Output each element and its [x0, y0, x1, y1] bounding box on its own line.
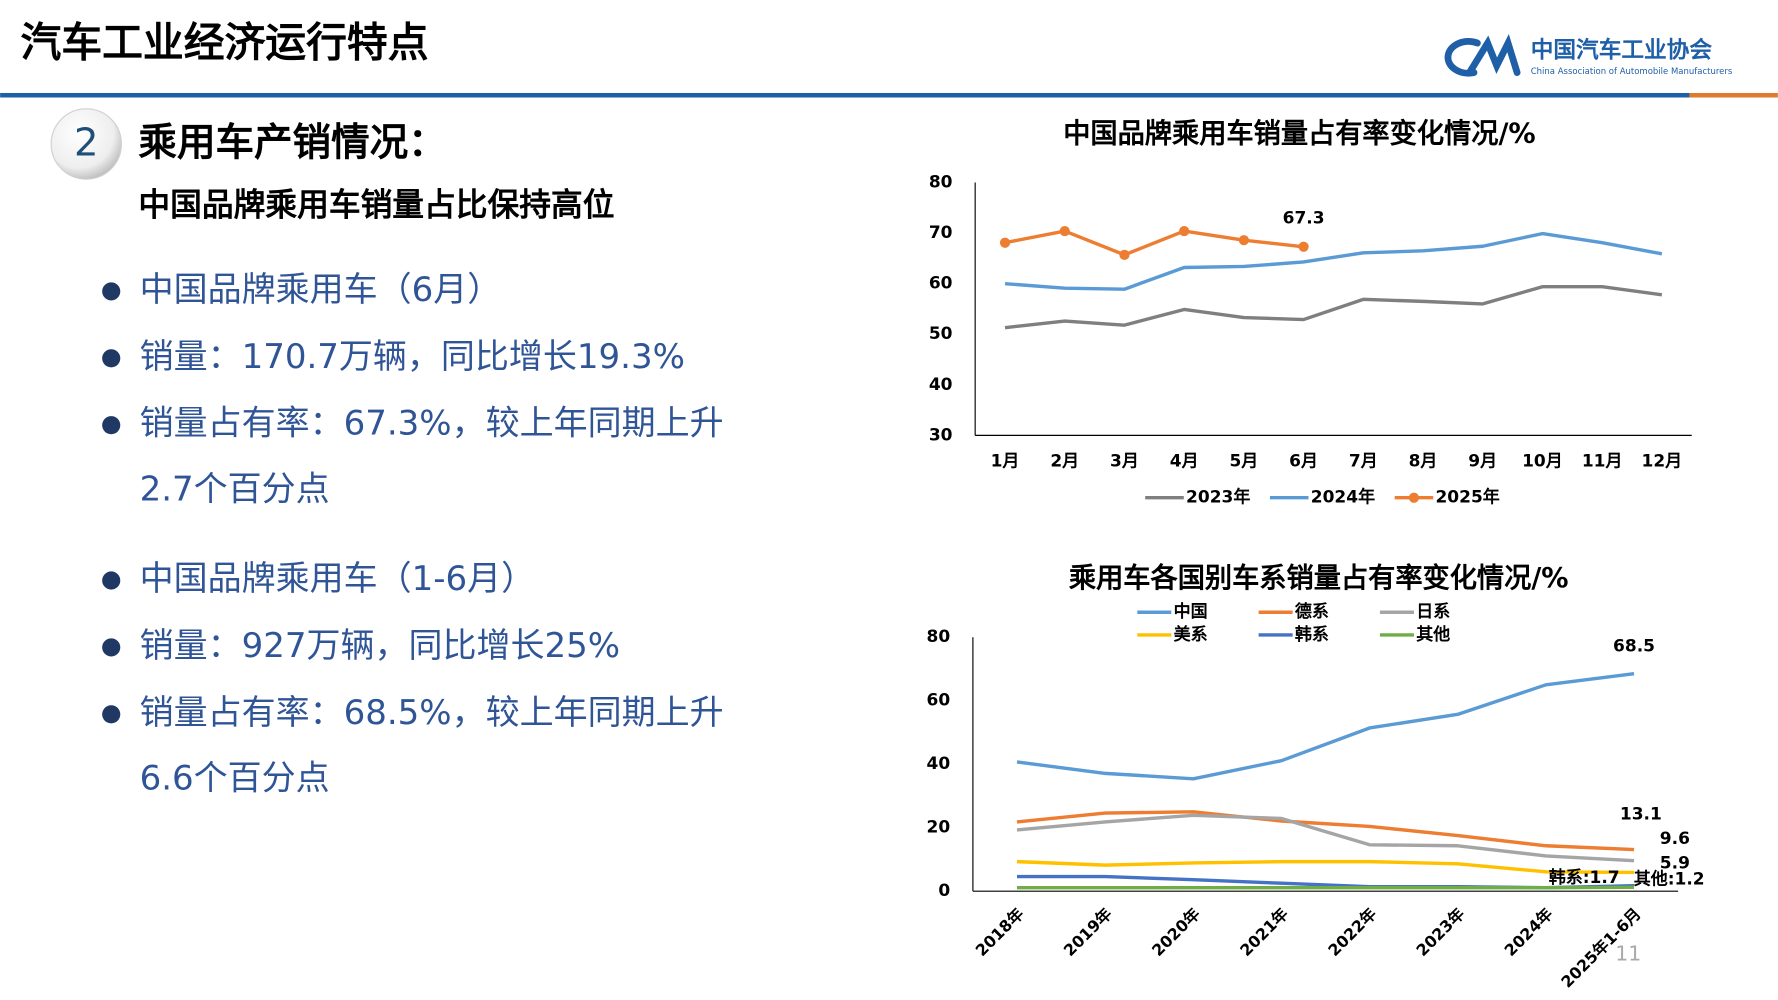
x-tick-label: 2018年 — [972, 904, 1028, 960]
chart-title: 中国品牌乘用车销量占有率变化情况/% — [1063, 117, 1535, 149]
y-tick-label: 30 — [929, 425, 953, 445]
bullet-text: 2.7个百分点 — [140, 469, 330, 509]
series-marker — [1298, 241, 1309, 252]
data-label: 其他:1.2 — [1634, 868, 1705, 889]
x-tick-label: 2020年 — [1148, 904, 1204, 960]
y-tick-label: 40 — [929, 375, 953, 395]
x-tick-label: 2023年 — [1412, 904, 1468, 960]
x-tick-label: 10月 — [1522, 451, 1563, 471]
bullet-dot — [102, 571, 121, 590]
y-tick-label: 70 — [929, 223, 953, 243]
data-label: 9.6 — [1660, 829, 1690, 849]
slide-title: 汽车工业经济运行特点 — [21, 18, 429, 66]
bullet-text: 中国品牌乘用车（6月） — [140, 270, 502, 310]
x-tick-label: 3月 — [1110, 451, 1139, 471]
logo-mark — [1444, 33, 1521, 77]
y-tick-label: 40 — [927, 754, 951, 774]
bullet-text: 销量：927万辆，同比增长25% — [140, 626, 620, 666]
header-rule — [0, 92, 1690, 98]
x-tick-label: 7月 — [1349, 451, 1378, 471]
series-line — [1004, 229, 1304, 257]
legend-label: 2024年 — [1311, 487, 1375, 508]
bullet-dot — [102, 416, 121, 435]
y-tick-label: 80 — [929, 173, 953, 193]
data-label: 68.5 — [1613, 636, 1655, 656]
bullet-text: 销量：170.7万辆，同比增长19.3% — [140, 337, 685, 377]
legend-label: 中国 — [1174, 601, 1208, 622]
x-tick-label: 6月 — [1289, 451, 1318, 471]
x-tick-label: 9月 — [1468, 451, 1497, 471]
legend-label: 2023年 — [1186, 487, 1250, 508]
series-marker — [1179, 225, 1190, 237]
x-tick-label: 4月 — [1170, 451, 1199, 471]
bullet-dot — [102, 349, 121, 368]
org-name: 中国汽车工业协会 — [1531, 37, 1713, 64]
x-tick-label: 12月 — [1642, 451, 1683, 471]
section-subheading: 中国品牌乘用车销量占比保持高位 — [138, 186, 614, 223]
series-line — [1004, 285, 1663, 330]
series-line — [1016, 813, 1635, 863]
series-line — [1004, 231, 1663, 291]
y-tick-label: 20 — [927, 818, 951, 838]
bullet-dot — [102, 638, 121, 657]
legend-label: 其他 — [1416, 624, 1450, 645]
x-tick-label: 1月 — [991, 451, 1020, 471]
x-tick-label: 2月 — [1050, 451, 1079, 471]
header-rule-accent — [1689, 92, 1778, 98]
x-tick-label: 2021年 — [1236, 904, 1292, 960]
y-tick-label: 80 — [927, 627, 951, 647]
data-label: 韩系:1.7 — [1549, 867, 1620, 888]
series-marker — [999, 237, 1011, 248]
y-tick-label: 60 — [929, 274, 953, 294]
bullet-dot — [102, 705, 121, 724]
legend-label: 韩系 — [1295, 624, 1329, 645]
series-marker — [1119, 249, 1130, 260]
bullet-text: 销量占有率：68.5%，较上年同期上升 — [140, 693, 724, 733]
chart-title: 乘用车各国别车系销量占有率变化情况/% — [1069, 562, 1569, 594]
x-tick-label: 2024年 — [1501, 904, 1557, 960]
series-marker — [1059, 225, 1070, 237]
bullet-text: 销量占有率：67.3%，较上年同期上升 — [140, 404, 724, 444]
legend-label: 日系 — [1416, 602, 1450, 622]
x-tick-label: 5月 — [1229, 451, 1258, 471]
bullet-text: 6.6个百分点 — [140, 759, 330, 799]
page-number: 11 — [1615, 942, 1641, 966]
series-line — [1016, 672, 1635, 781]
data-label: 13.1 — [1620, 804, 1662, 824]
y-tick-label: 50 — [929, 324, 953, 344]
y-tick-label: 0 — [938, 881, 950, 901]
legend-label: 德系 — [1295, 601, 1329, 622]
legend-label: 美系 — [1174, 624, 1208, 645]
bullet-text: 中国品牌乘用车（1-6月） — [140, 559, 536, 599]
series-marker — [1238, 235, 1249, 246]
data-label: 5.9 — [1660, 853, 1690, 873]
legend-marker — [1408, 492, 1420, 503]
x-tick-label: 8月 — [1409, 451, 1438, 471]
data-label: 67.3 — [1283, 208, 1325, 228]
y-tick-label: 60 — [927, 691, 951, 711]
section-badge — [50, 108, 122, 180]
x-tick-label: 11月 — [1582, 451, 1623, 471]
series-line — [1016, 810, 1635, 852]
x-tick-label: 2022年 — [1324, 904, 1380, 960]
section-heading: 乘用车产销情况： — [138, 121, 446, 166]
legend-label: 2025年 — [1435, 487, 1499, 508]
x-tick-label: 2019年 — [1060, 904, 1116, 960]
org-name-en: China Association of Automobile Manufact… — [1531, 67, 1733, 77]
section-number: 2 — [74, 121, 99, 166]
series-line — [1016, 859, 1635, 875]
bullet-dot — [102, 282, 121, 301]
